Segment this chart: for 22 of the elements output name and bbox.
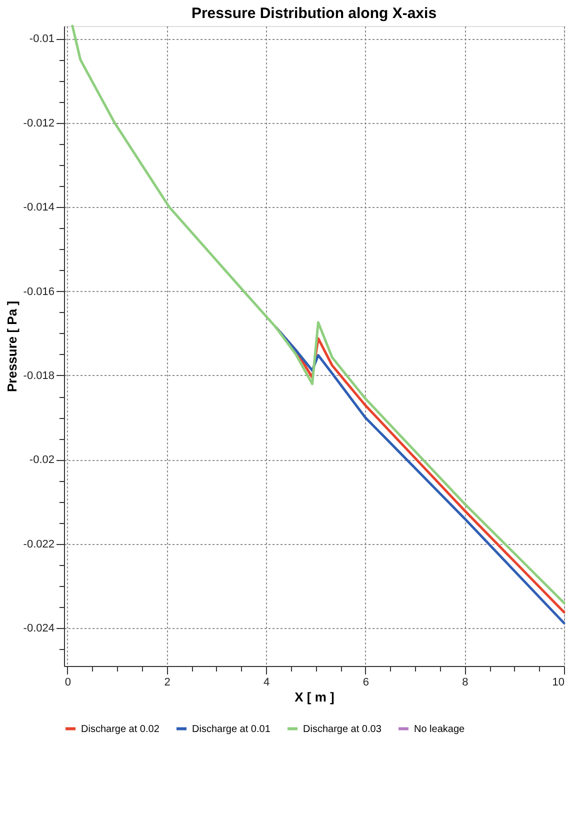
x-tick-label: 10 [552, 676, 564, 688]
x-axis-title: X [ m ] [294, 690, 334, 704]
legend-label: Discharge at 0.02 [81, 724, 160, 735]
y-tick-label: -0.018 [23, 370, 54, 382]
y-tick-label: -0.016 [23, 286, 54, 298]
y-tick-label: -0.01 [29, 33, 54, 46]
chart-title: Pressure Distribution along X-axis [191, 4, 437, 22]
y-tick-label: -0.022 [23, 538, 54, 550]
legend-label: Discharge at 0.03 [303, 724, 382, 735]
line-series [71, 24, 566, 604]
legend-label: Discharge at 0.01 [192, 724, 271, 735]
y-tick-label: -0.014 [23, 202, 54, 214]
y-tick-label: -0.02 [29, 454, 54, 466]
x-tick-label: 4 [264, 676, 270, 688]
y-axis-title: Pressure [ Pa ] [4, 300, 20, 392]
y-tick-label: -0.012 [23, 117, 54, 130]
x-tick-label: 6 [362, 676, 369, 688]
x-tick-label: 0 [64, 676, 72, 688]
x-tick-label: 8 [462, 676, 468, 688]
x-tick-label: 2 [164, 676, 170, 688]
legend-label: No leakage [414, 724, 466, 735]
y-tick-label: -0.024 [23, 622, 54, 635]
